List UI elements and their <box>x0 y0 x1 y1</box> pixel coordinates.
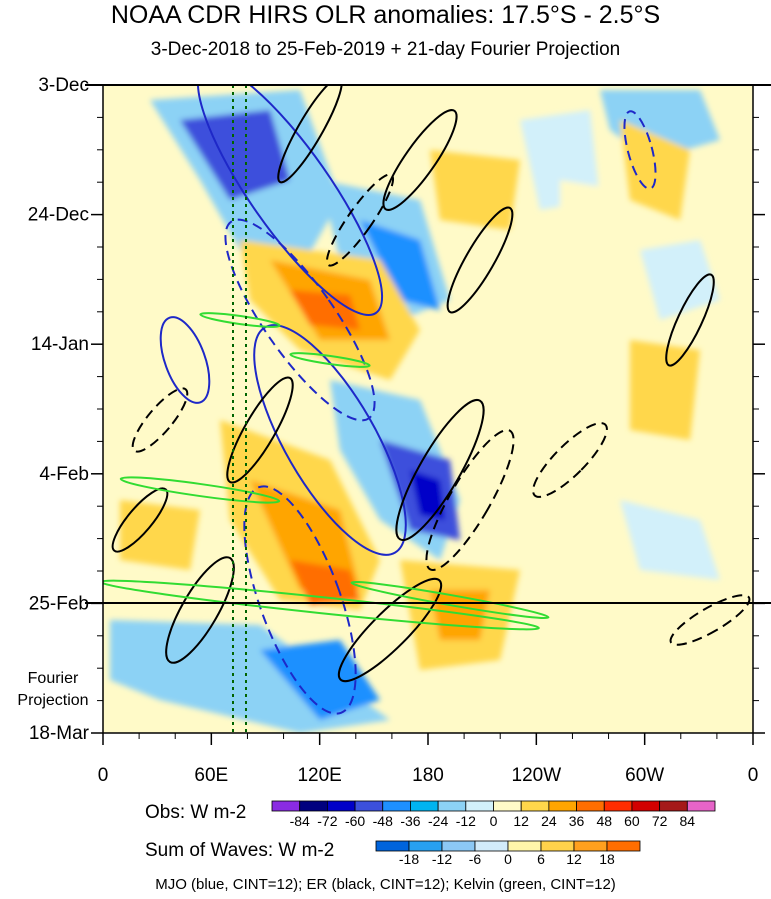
colorbar-label: -12 <box>432 851 452 867</box>
colorbar-label: 12 <box>513 813 529 829</box>
colorbar-swatch <box>603 800 633 812</box>
colorbar-swatch <box>410 800 439 812</box>
wave-legend-footnote: MJO (blue, CINT=12); ER (black, CINT=12)… <box>155 876 616 893</box>
y-tick-label: 25-Feb <box>29 593 89 614</box>
colorbar-swatch <box>493 800 522 812</box>
colorbar-swatch <box>474 840 509 852</box>
colorbar-label: 6 <box>537 851 545 867</box>
colorbar-swatch <box>465 800 494 812</box>
colorbar-label: -18 <box>399 851 419 867</box>
y-tick-label: 24-Dec <box>28 205 89 226</box>
colorbar-label: -60 <box>345 813 365 829</box>
colorbar-label: -72 <box>317 813 337 829</box>
y-tick-label: 3-Dec <box>38 75 89 96</box>
colorbar-label: 60 <box>624 813 640 829</box>
colorbar-swatch <box>299 800 328 812</box>
colorbar-label: 12 <box>566 851 582 867</box>
y-tick-label: 14-Jan <box>31 334 89 355</box>
y-tick-label: 18-Mar <box>29 723 90 744</box>
colorbar-label: -12 <box>456 813 476 829</box>
colorbar-swatch <box>686 800 716 812</box>
colorbar-label: 0 <box>504 851 512 867</box>
x-tick-label: 180 <box>412 765 444 786</box>
colorbar-swatch <box>548 800 577 812</box>
colorbar-label: 84 <box>680 813 696 829</box>
x-tick-label: 120W <box>512 765 562 786</box>
chart-subtitle: 3-Dec-2018 to 25-Feb-2019 + 21-day Fouri… <box>150 39 621 60</box>
colorbar-swatch <box>271 800 301 812</box>
x-tick-label: 0 <box>748 765 759 786</box>
colorbar-swatch <box>606 840 641 852</box>
colorbar-label: 36 <box>569 813 585 829</box>
colorbar-label: 72 <box>652 813 668 829</box>
obs-colorbar-title: Obs: W m-2 <box>145 802 247 823</box>
colorbar-swatch <box>326 800 356 812</box>
colorbar-swatch <box>576 800 605 812</box>
x-tick-label: 60W <box>625 765 664 786</box>
chart-title: NOAA CDR HIRS OLR anomalies: 17.5°S - 2.… <box>110 1 661 29</box>
colorbar-swatch <box>520 800 550 812</box>
colorbar-swatch <box>408 840 443 852</box>
waves-colorbar-title: Sum of Waves: W m-2 <box>145 840 335 861</box>
colorbar-label: -36 <box>400 813 420 829</box>
obs-colorbar: -84 -72 -60 -48 -36 -24 -12 0 12 24 36 48 60 72 84 <box>271 800 716 829</box>
colorbar-label: 18 <box>599 851 615 867</box>
colorbar-swatch <box>382 800 411 812</box>
x-tick-label: 0 <box>98 765 109 786</box>
colorbar-swatch <box>540 840 575 852</box>
colorbar-swatch <box>375 840 410 852</box>
colorbar-swatch <box>441 840 476 852</box>
colorbar-swatch <box>631 800 661 812</box>
fourier-projection-label: Fourier Projection <box>17 670 89 709</box>
colorbar-label: 48 <box>596 813 612 829</box>
colorbar-label: -84 <box>290 813 310 829</box>
x-tick-label: 120E <box>297 765 341 786</box>
y-axis-ticks: 3-Dec 24-Dec 14-Jan 4-Feb 25-Feb 18-Mar <box>28 75 765 744</box>
colorbar-swatch <box>354 800 384 812</box>
wave-contours <box>103 85 751 715</box>
colorbar-swatch <box>437 800 467 812</box>
colorbar-label: -6 <box>469 851 482 867</box>
colorbar-swatch <box>659 800 688 812</box>
colorbar-label: 0 <box>490 813 498 829</box>
colorbar-label: -48 <box>373 813 393 829</box>
waves-colorbar: -18 -12 -6 0 6 12 18 <box>375 840 641 867</box>
x-tick-label: 60E <box>194 765 228 786</box>
y-tick-label: 4-Feb <box>39 464 89 485</box>
colorbar-swatch <box>507 840 542 852</box>
colorbar-label: -24 <box>428 813 448 829</box>
colorbar-swatch <box>573 840 608 852</box>
x-axis-ticks: 0 60E 120E 180 120W 60W 0 <box>98 733 759 786</box>
colorbar-label: 24 <box>541 813 557 829</box>
